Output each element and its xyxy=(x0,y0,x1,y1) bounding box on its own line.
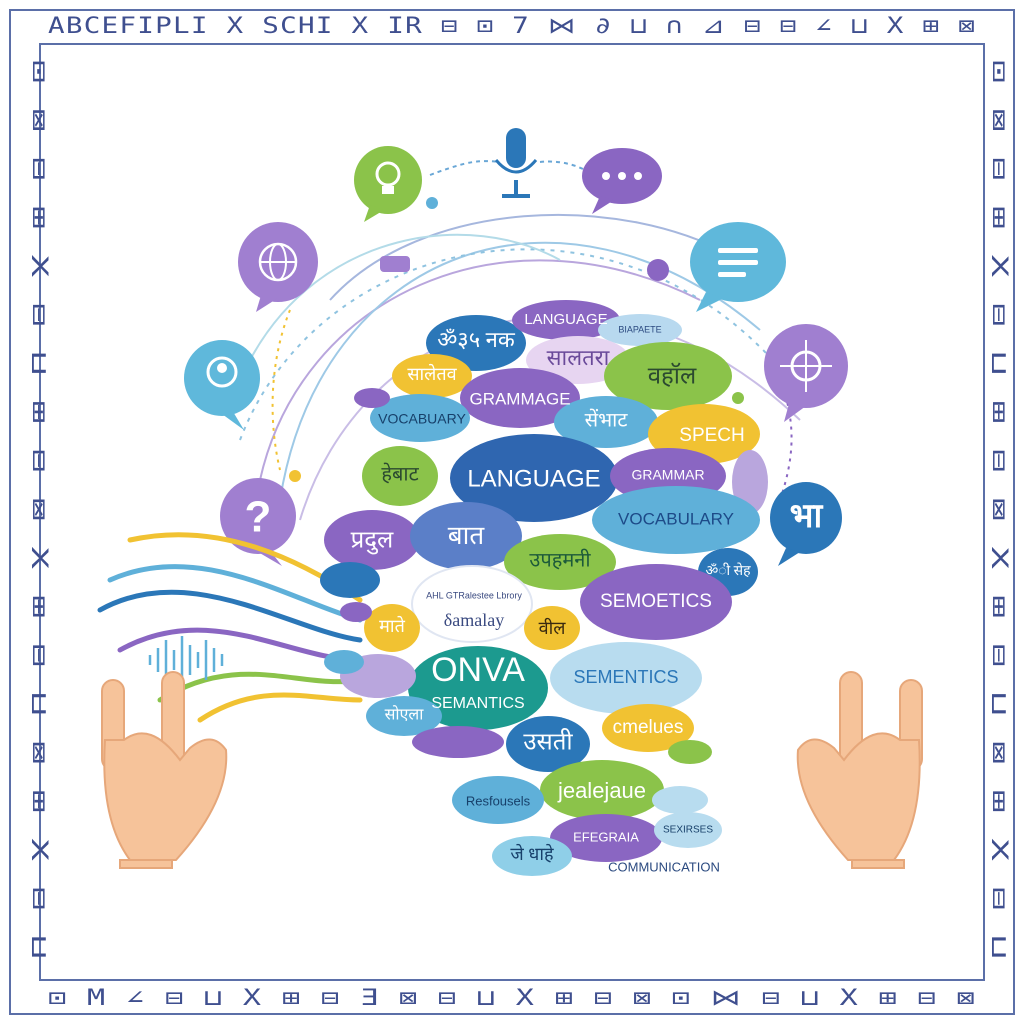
question-icon: ? xyxy=(220,478,296,566)
word-label: प्रदुल xyxy=(351,528,394,555)
bubble xyxy=(554,396,658,448)
bubble xyxy=(408,646,548,730)
bubble xyxy=(598,314,682,346)
bubble xyxy=(366,696,442,736)
border-right-glyphs: ⊡ ⊠ ⊟ ⊞ X ⊟ ⊔ ⊞ ⊟ ⊠ X ⊞ ⊟ ⊔ ⊠ ⊞ X ⊟ ⊔ xyxy=(986,60,1011,960)
bubble xyxy=(540,760,664,820)
word-label: SEMANTICS xyxy=(431,695,524,712)
word-label: VOCABUARY xyxy=(378,411,466,427)
bubble xyxy=(450,434,618,522)
left-hand xyxy=(101,671,228,869)
hindi-char-icon: भा xyxy=(770,482,842,566)
bubble xyxy=(592,486,760,554)
word-label: सोएला xyxy=(385,705,425,724)
word-label: जे धाहे xyxy=(510,843,554,864)
word-label: सेंभाट xyxy=(585,409,629,432)
svg-text:भा: भा xyxy=(790,497,824,535)
word-label: माते xyxy=(379,615,405,636)
bubble xyxy=(410,502,522,570)
bubble xyxy=(526,336,630,384)
sound-streams xyxy=(97,532,363,723)
bubble xyxy=(652,786,708,814)
bubble xyxy=(354,388,390,408)
word-label: उपहमनी xyxy=(529,549,591,572)
bubble xyxy=(370,394,470,442)
word-label: ॐ३५ नक xyxy=(437,327,516,352)
bubble xyxy=(362,446,438,506)
bubble xyxy=(364,604,420,652)
bubble xyxy=(411,565,533,643)
svg-text:?: ? xyxy=(245,493,272,542)
ellipsis-chat-icon xyxy=(582,148,662,214)
border-top-glyphs: ABCEFIPLI X SCHI X IR ⊟ ⊡ 7 ⋈ ∂ ⊔ ∩ ⊿ ⊟ … xyxy=(48,14,976,39)
word-label: ONVA xyxy=(431,651,525,689)
word-label: cmelues xyxy=(613,717,684,738)
word-label: बात xyxy=(448,521,486,550)
word-label: वहॉल xyxy=(648,363,697,390)
bubble xyxy=(524,606,580,650)
word-label: SPECH xyxy=(679,425,744,446)
border-left-glyphs: ⊡ ⊠ ⊟ ⊞ X ⊟ ⊔ ⊞ ⊟ ⊠ X ⊞ ⊟ ⊔ ⊠ ⊞ X ⊟ ⊔ xyxy=(26,60,51,960)
communication-label: COMMUNICATION xyxy=(608,859,720,874)
microphone-icon xyxy=(494,128,538,198)
right-hand xyxy=(796,671,923,869)
bubble xyxy=(512,300,620,340)
word-label: LANGUAGE xyxy=(524,311,607,328)
word-label: वील xyxy=(539,617,567,638)
glyph-border: ABCEFIPLI X SCHI X IR ⊟ ⊡ 7 ⋈ ∂ ⊔ ∩ ⊿ ⊟ … xyxy=(9,9,1015,1015)
word-label: jealejaue xyxy=(557,778,646,803)
bubble xyxy=(580,564,732,640)
bubble xyxy=(654,812,722,848)
bubble xyxy=(668,740,712,764)
word-label: सालतरा xyxy=(547,345,610,370)
small-caption: AHL GTRalestee Lbrory xyxy=(426,590,522,600)
word-label: VOCABULARY xyxy=(618,509,734,528)
bubble xyxy=(460,368,580,428)
bubble xyxy=(602,704,694,752)
globe-icon xyxy=(238,222,318,312)
word-label: δamalay xyxy=(444,610,504,630)
word-label: सालेतव xyxy=(407,363,457,384)
word-label: SEMENTICS xyxy=(573,667,678,687)
bubble xyxy=(506,716,590,772)
bubble xyxy=(392,354,472,398)
word-label: हेबाट xyxy=(381,463,419,486)
border-bottom-glyphs: ⊡ M ∠ ⊟ ⊔ X ⊞ ⊟ Ǝ ⊠ ⊟ ⊔ X ⊞ ⊟ ⊠ ⊡ ⋈ ⊟ ⊔ … xyxy=(48,986,976,1011)
word-label: EFEGRAIA xyxy=(573,829,639,844)
bubble xyxy=(550,814,662,862)
word-label: उसती xyxy=(523,728,573,756)
bubble xyxy=(340,602,372,622)
chat-lines-icon xyxy=(690,222,786,312)
word-label: Resfousels xyxy=(466,793,531,808)
bubble xyxy=(504,534,616,590)
lightbulb-icon xyxy=(354,146,422,222)
word-label: BIAPAETE xyxy=(618,324,661,334)
bubble xyxy=(412,726,504,758)
word-label: LANGUAGE xyxy=(467,465,600,492)
word-label: GRAMMAGE xyxy=(469,389,570,408)
bubble xyxy=(732,450,768,514)
bubble xyxy=(550,642,702,714)
bubble xyxy=(492,836,572,876)
word-label: ॐी सेह xyxy=(705,562,751,579)
decor-dots xyxy=(289,197,744,482)
word-label: SEMOETICS xyxy=(600,591,712,612)
head-word-cloud: ॐ३५ नक LANGUAGE BIAPAETE सालतरा सालेतव G… xyxy=(320,300,768,876)
bubble xyxy=(604,342,732,410)
bubble xyxy=(320,562,380,598)
bubble xyxy=(452,776,544,824)
bubble xyxy=(324,510,420,570)
bubble xyxy=(324,650,364,674)
user-chat-icon xyxy=(184,340,260,430)
word-label: GRAMMAR xyxy=(631,467,704,483)
word-label: SEXIRSES xyxy=(663,825,713,836)
network-icon xyxy=(764,324,848,422)
